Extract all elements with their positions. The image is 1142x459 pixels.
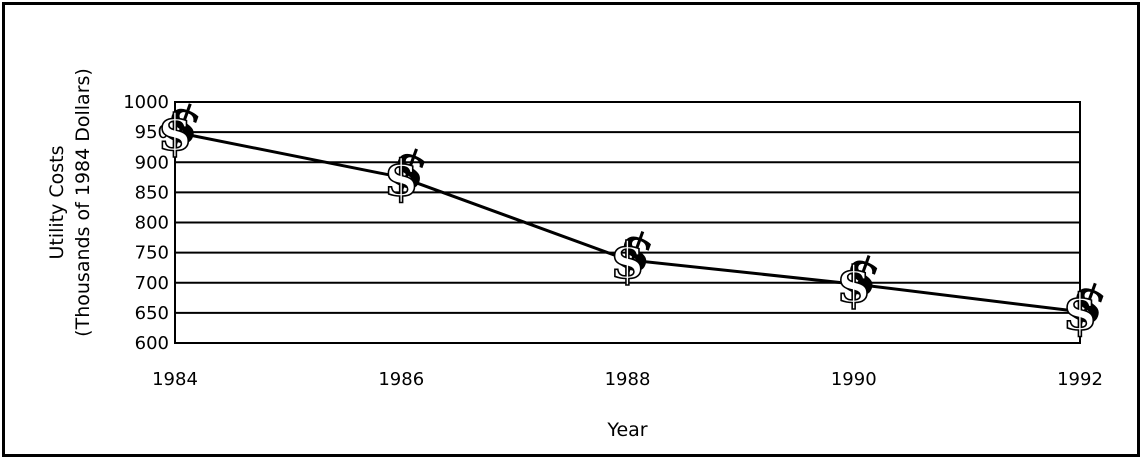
series-line [174,130,1081,314]
x-tick-label: 1990 [831,369,877,390]
x-tick-label: 1984 [152,369,198,390]
data-point-marker: $$ [608,217,663,290]
y-tick-label: 650 [135,303,169,324]
y-axis-title-line-2: (Thousands of 1984 Dollars) [72,68,94,337]
dollar-marker: $ [384,148,419,207]
y-tick-label: 1000 [123,92,169,113]
y-tick-label: 750 [135,243,169,264]
y-tick-label: 700 [135,273,169,294]
data-point-marker: $$ [1060,269,1115,342]
x-tick-label: 1986 [378,369,424,390]
dollar-marker: $ [610,231,645,290]
y-tick-label: 850 [135,182,169,203]
x-axis-title: Year [606,419,647,441]
y-tick-label: 600 [135,333,169,354]
data-point-marker: $$ [382,135,437,208]
plot-area-border [174,101,1081,344]
y-axis-title-line-1: Utility Costs [46,145,68,259]
y-tick-label: 950 [135,122,169,143]
x-axis-ticks: 1984 1986 1988 1990 1992 [152,369,1103,390]
y-axis-ticks: 600 650 700 750 800 850 900 950 1000 [123,92,169,354]
dollar-marker: $ [158,103,193,162]
x-tick-label: 1992 [1057,369,1103,390]
dollar-marker: $ [836,255,871,314]
dollar-markers: $$$$$$ $$ $$ [155,90,1115,343]
data-point-marker: $$ [834,242,889,315]
x-tick-label: 1988 [605,369,651,390]
y-tick-label: 800 [135,213,169,234]
y-tick-label: 900 [135,152,169,173]
dollar-marker: $ [1063,283,1098,342]
